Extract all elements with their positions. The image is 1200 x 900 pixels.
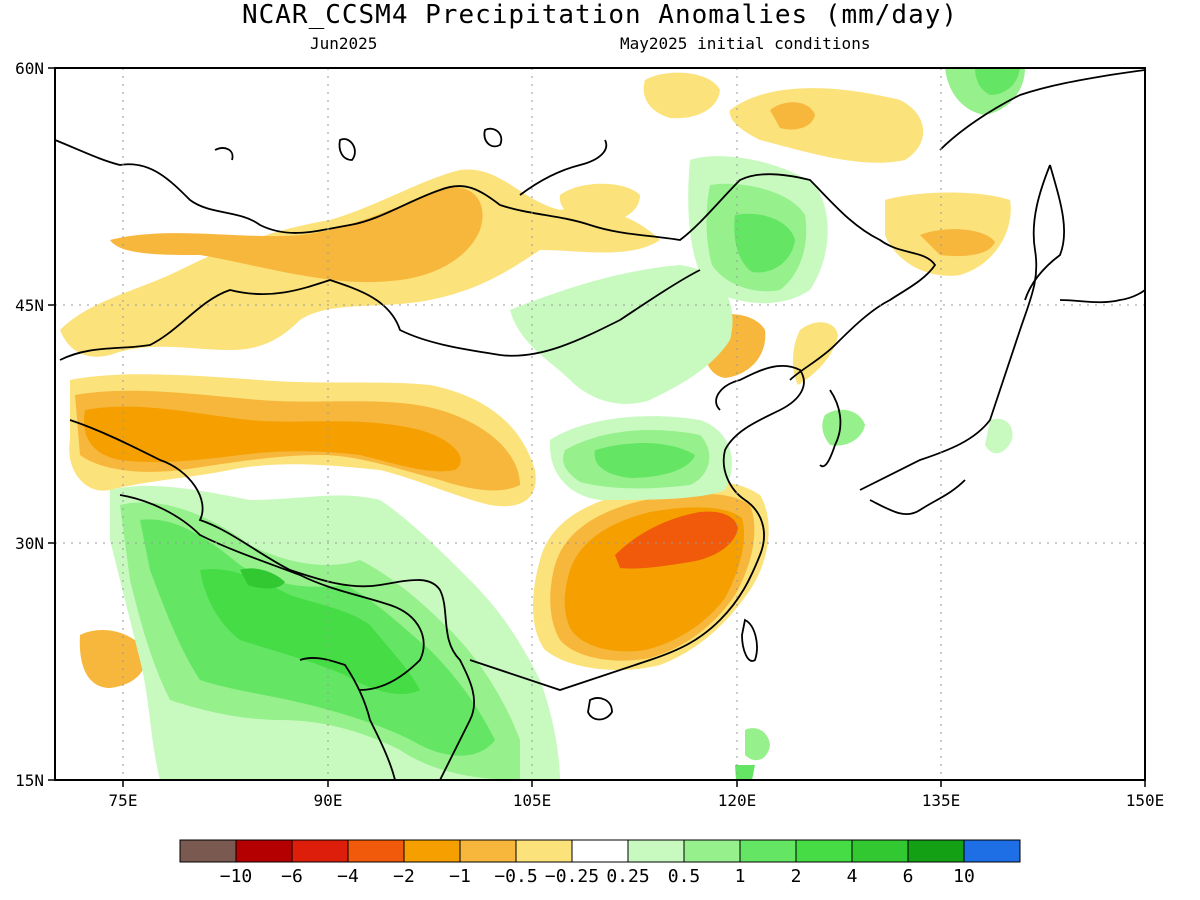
anomaly-field [55,68,1145,780]
tick-marks [48,67,1146,787]
lat-tick-label: 15N [15,771,44,790]
colorbar-swatch [179,839,237,863]
valid-month: Jun2025 [310,34,378,53]
anomaly-region [770,102,815,130]
lat-tick-label: 30N [15,534,44,553]
anomaly-region [615,511,738,569]
lon-tick-label: 150E [1126,791,1165,810]
lat-tick-label: 60N [15,59,44,78]
anomaly-region [975,68,1020,95]
colorbar-label: 4 [847,866,858,887]
anomaly-region [594,443,695,478]
colorbar-swatch [291,839,349,863]
lon-tick-label: 105E [513,791,552,810]
colorbar-label: −0.25 [545,866,599,887]
lon-tick-label: 75E [109,791,138,810]
anomaly-region [240,568,285,589]
colorbar-label: −1 [449,866,471,887]
colorbar-swatch [515,839,573,863]
colorbar-label: 2 [791,866,802,887]
colorbar-swatch [907,839,965,863]
colorbar-label: 6 [903,866,914,887]
anomaly-region [510,265,733,404]
colorbar-swatch [739,839,797,863]
colorbar-label: 0.25 [606,866,649,887]
anomaly-region [79,630,146,688]
coastlines [55,69,1145,780]
colorbar-label: −10 [220,866,253,887]
anomaly-region [200,569,420,695]
colorbar-label: −4 [337,866,359,887]
anomaly-region [84,406,461,472]
colorbar-swatch [403,839,461,863]
colorbar-label: 1 [735,866,746,887]
lat-tick-label: 45N [15,296,44,315]
anomaly-region [559,183,640,223]
anomaly-region [920,229,995,257]
lon-tick-label: 135E [922,791,961,810]
chart-title: NCAR_CCSM4 Precipitation Anomalies (mm/d… [241,0,959,30]
anomaly-region [985,418,1013,454]
colorbar-label: −2 [393,866,415,887]
colorbar-swatch [459,839,517,863]
init-conditions: May2025 initial conditions [620,34,871,53]
colorbar-label: 10 [953,866,975,887]
colorbar-swatch [851,839,909,863]
anomaly-region [735,765,755,780]
colorbar-swatch [235,839,293,863]
colorbar-swatch [571,839,629,863]
plot-frame [54,67,1146,781]
colorbar-label: −0.5 [494,866,537,887]
colorbar-swatch [963,839,1021,863]
lon-tick-label: 90E [314,791,343,810]
colorbar-swatch [683,839,741,863]
colorbar-label: 0.5 [668,866,701,887]
anomaly-region [745,728,770,761]
colorbar-swatch [795,839,853,863]
colorbar-swatch [347,839,405,863]
colorbar-label: −6 [281,866,303,887]
anomaly-region [734,213,795,273]
colorbar: −10 −6 −4 −2 −1 −0.5 −0.25 0.25 0.5 1 2 4 6 10 [179,839,1021,887]
anomaly-region [822,409,865,446]
anomaly-region [643,72,720,119]
lon-tick-label: 120E [718,791,757,810]
gridlines [55,68,1145,780]
colorbar-swatch [627,839,685,863]
